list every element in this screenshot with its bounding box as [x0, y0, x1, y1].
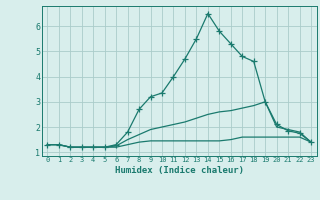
- X-axis label: Humidex (Indice chaleur): Humidex (Indice chaleur): [115, 166, 244, 175]
